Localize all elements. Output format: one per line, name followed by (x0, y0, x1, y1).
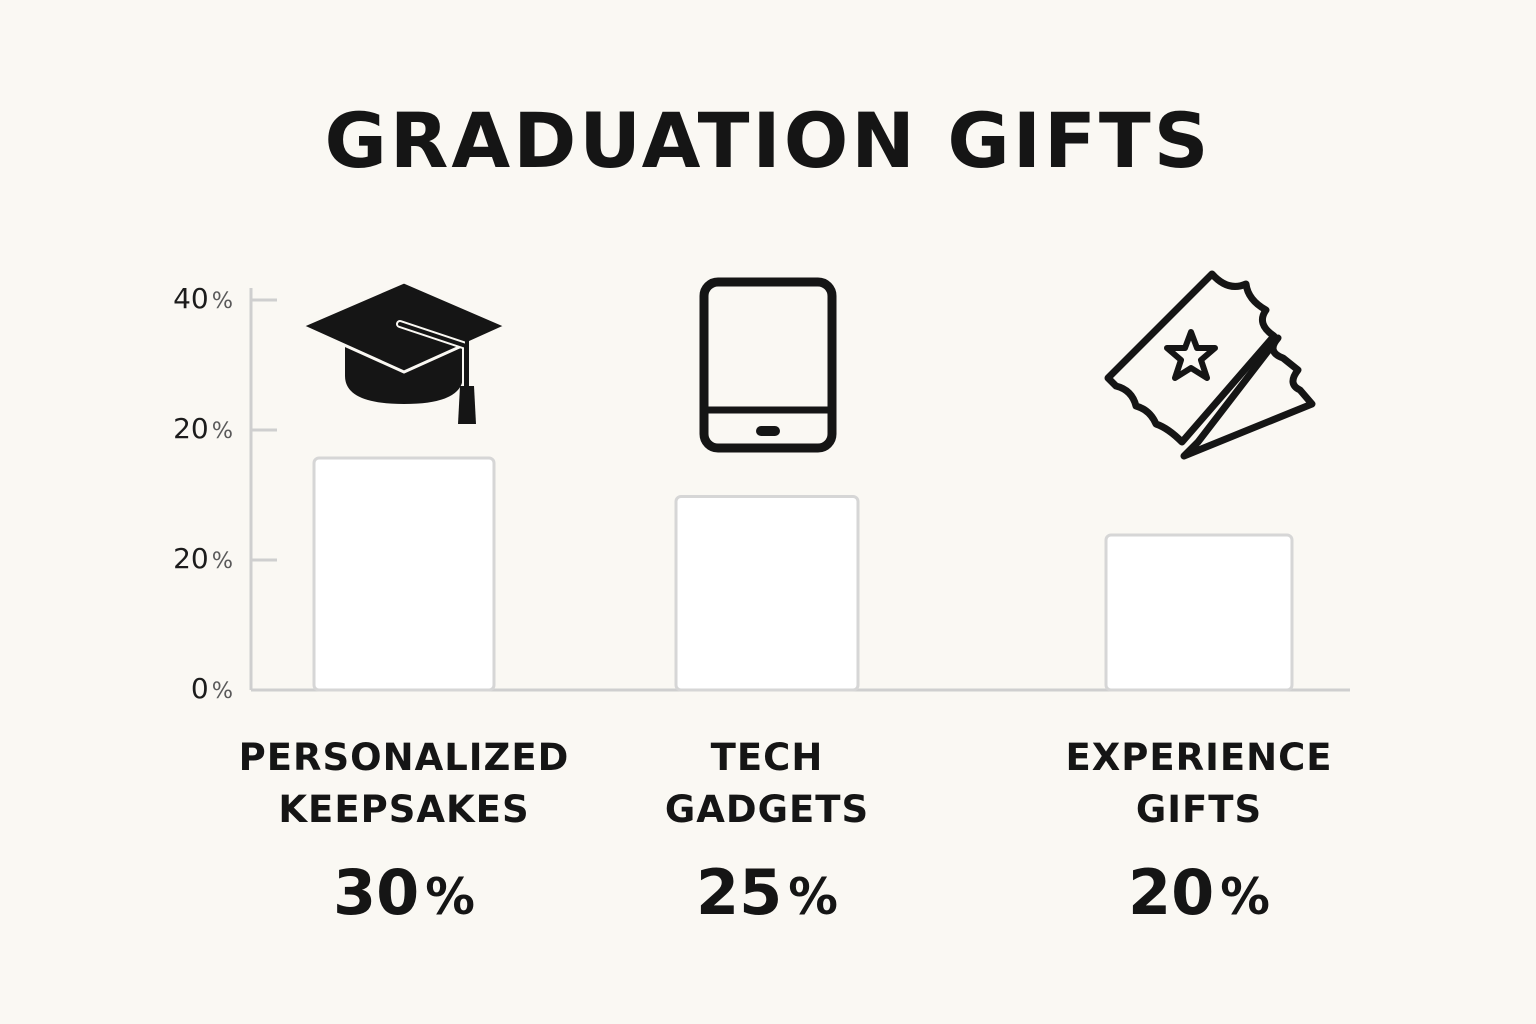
bar (1104, 533, 1294, 692)
category-label-line: GADGETS (664, 788, 870, 831)
y-tick-label: 40% (123, 283, 233, 317)
bar (674, 495, 860, 692)
y-tick-unit: % (211, 548, 233, 574)
y-tick-value: 20 (173, 412, 209, 445)
value-label: 30% (224, 858, 584, 932)
category-label-line: KEEPSAKES (278, 788, 530, 831)
value-number: 25 (696, 856, 783, 929)
category-label-line: EXPERIENCE (1065, 736, 1333, 779)
value-unit: % (788, 868, 838, 926)
value-unit: % (425, 868, 475, 926)
chart-title: GRADUATION GIFTS (324, 96, 1212, 185)
tablet-icon (699, 277, 837, 453)
y-tick-label: 0% (123, 673, 233, 707)
y-tick-unit: % (211, 678, 233, 704)
category-label-line: TECH (710, 736, 824, 779)
value-label: 20% (1019, 858, 1379, 932)
y-tick-unit: % (211, 288, 233, 314)
value-label: 25% (587, 858, 947, 932)
bar (312, 456, 496, 692)
y-tick-value: 0 (190, 672, 209, 705)
y-tick-value: 40 (173, 282, 209, 315)
category-label: PERSONALIZED KEEPSAKES (194, 732, 614, 836)
category-label-line: GIFTS (1135, 788, 1263, 831)
graduation-cap-icon (300, 280, 508, 424)
y-tick-label: 20% (123, 543, 233, 577)
value-unit: % (1220, 868, 1270, 926)
category-label-line: PERSONALIZED (238, 736, 570, 779)
y-tick-value: 20 (173, 542, 209, 575)
value-number: 30 (333, 856, 420, 929)
category-label: TECH GADGETS (557, 732, 977, 836)
y-tick-label: 20% (123, 413, 233, 447)
y-tick-unit: % (211, 418, 233, 444)
category-label: EXPERIENCE GIFTS (989, 732, 1409, 836)
tickets-icon (1104, 270, 1316, 460)
value-number: 20 (1128, 856, 1215, 929)
